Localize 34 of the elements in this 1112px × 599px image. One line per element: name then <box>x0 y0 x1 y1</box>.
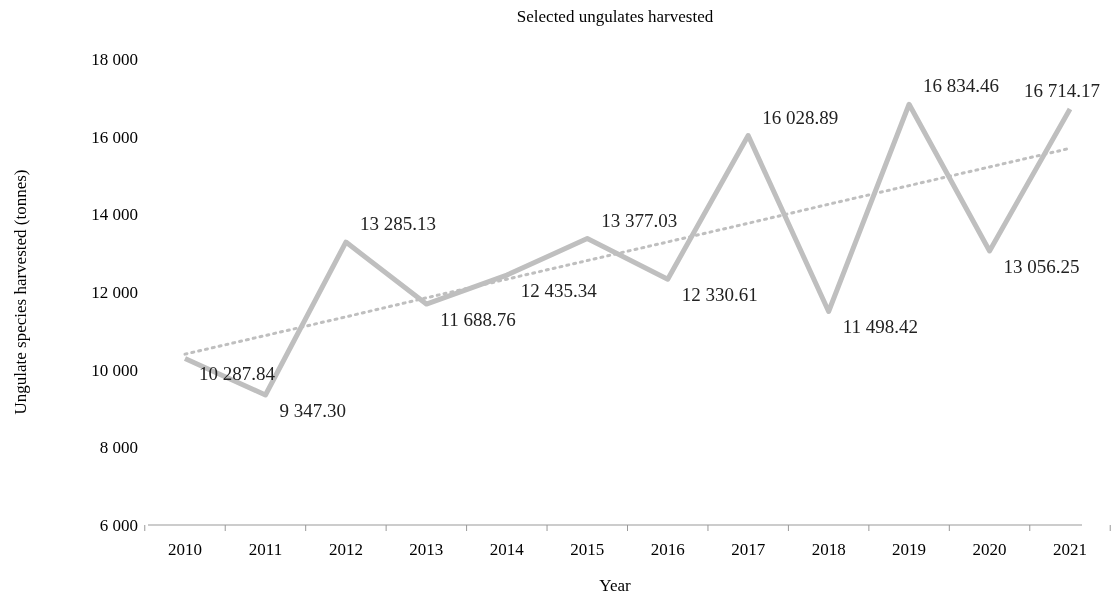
y-axis-title: Ungulate species harvested (tonnes) <box>11 169 30 415</box>
data-label: 13 056.25 <box>1003 255 1080 277</box>
y-tick-label: 16 000 <box>91 127 138 147</box>
data-label: 16 714.17 <box>1024 79 1100 101</box>
data-label: 9 347.30 <box>279 400 346 422</box>
x-tick-label: 2015 <box>570 540 605 559</box>
y-tick-label: 12 000 <box>91 283 138 302</box>
x-tick-label: 2016 <box>650 540 685 559</box>
y-tick-label: 8 000 <box>99 438 138 458</box>
x-tick-label: 2018 <box>811 540 846 559</box>
y-tick-label: 6 000 <box>99 516 138 535</box>
data-label: 13 377.03 <box>601 209 678 231</box>
data-label: 11 688.76 <box>440 309 516 331</box>
x-tick-label: 2017 <box>731 540 766 559</box>
x-tick-label: 2010 <box>168 540 202 559</box>
data-label: 12 330.61 <box>681 284 758 306</box>
x-tick-label: 2019 <box>892 540 927 559</box>
data-label: 16 834.46 <box>923 75 1000 97</box>
x-tick-label: 2021 <box>1053 540 1087 559</box>
x-axis-title: Year <box>599 576 631 595</box>
x-tick-label: 2012 <box>328 540 363 559</box>
data-label: 12 435.34 <box>520 280 598 302</box>
chart-title: Selected ungulates harvested <box>516 7 714 26</box>
x-tick-label: 2020 <box>972 540 1007 559</box>
y-tick-label: 18 000 <box>91 50 138 69</box>
data-label: 16 028.89 <box>762 106 839 128</box>
y-tick-label: 14 000 <box>91 205 138 225</box>
x-tick-label: 2014 <box>489 540 525 559</box>
data-label: 11 498.42 <box>842 316 918 338</box>
data-label: 13 285.13 <box>359 213 436 235</box>
x-tick-label: 2013 <box>409 540 444 559</box>
y-tick-label: 10 000 <box>91 360 138 380</box>
x-tick-label: 2011 <box>248 540 283 559</box>
data-label: 10 287.84 <box>199 363 276 385</box>
